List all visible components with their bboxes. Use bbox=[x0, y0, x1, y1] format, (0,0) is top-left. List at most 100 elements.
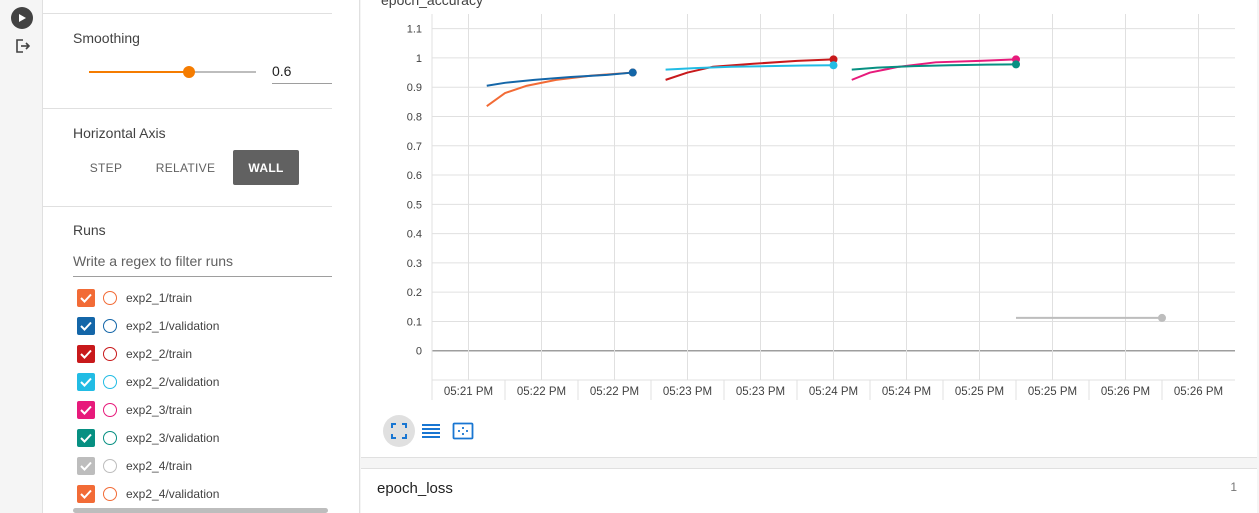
y-tick-label: 1.1 bbox=[407, 24, 422, 36]
check-icon bbox=[80, 349, 92, 359]
check-icon bbox=[80, 461, 92, 471]
check-icon bbox=[80, 377, 92, 387]
play-icon[interactable] bbox=[11, 7, 33, 29]
y-tick-label: 1 bbox=[416, 53, 422, 65]
run-label: exp2_4/train bbox=[126, 459, 193, 473]
run-label: exp2_2/train bbox=[126, 347, 193, 361]
axis-wall-button[interactable]: WALL bbox=[233, 150, 299, 185]
y-tick-label: 0.8 bbox=[407, 111, 422, 123]
series-line bbox=[851, 58, 1017, 81]
x-tick-label: 05:22 PM bbox=[590, 386, 639, 398]
epoch-accuracy-card: epoch_accuracy 1.1 1 0.9 0.8 0.7 0.6 0.5 0.4 0.3… bbox=[361, 0, 1257, 458]
run-color-radio[interactable] bbox=[103, 347, 117, 361]
run-item[interactable]: exp2_1/train bbox=[77, 288, 192, 308]
run-item[interactable]: exp2_1/validation bbox=[77, 316, 219, 336]
x-tick-label: 05:24 PM bbox=[809, 386, 858, 398]
run-item[interactable]: exp2_3/validation bbox=[77, 428, 219, 448]
run-checkbox[interactable] bbox=[77, 317, 95, 335]
y-tick-label: 0.7 bbox=[407, 141, 422, 153]
x-tick-label: 05:21 PM bbox=[444, 386, 493, 398]
y-tick-label: 0.5 bbox=[407, 199, 422, 211]
run-color-radio[interactable] bbox=[103, 375, 117, 389]
x-tick-label: 05:23 PM bbox=[663, 386, 712, 398]
run-checkbox[interactable] bbox=[77, 457, 95, 475]
runs-scrollbar[interactable] bbox=[73, 508, 328, 513]
run-checkbox[interactable] bbox=[77, 373, 95, 391]
run-color-radio[interactable] bbox=[103, 487, 117, 501]
run-item[interactable]: exp2_2/train bbox=[77, 344, 192, 364]
run-item[interactable]: exp2_3/train bbox=[77, 400, 192, 420]
run-item[interactable]: exp2_4/train bbox=[77, 456, 192, 476]
smoothing-slider[interactable] bbox=[89, 66, 256, 78]
epoch-loss-count: 1 bbox=[1230, 480, 1237, 494]
y-tick-label: 0.3 bbox=[407, 258, 422, 270]
run-checkbox[interactable] bbox=[77, 485, 95, 503]
data-table-icon[interactable] bbox=[415, 415, 447, 447]
runs-section: Runs bbox=[43, 206, 332, 513]
run-checkbox[interactable] bbox=[77, 429, 95, 447]
x-tick-label: 05:26 PM bbox=[1174, 386, 1223, 398]
accuracy-chart[interactable]: 1.1 1 0.9 0.8 0.7 0.6 0.5 0.4 0.3 0.2 0.1 0 05:21 PM… bbox=[361, 0, 1257, 410]
series-end-point bbox=[829, 61, 838, 70]
x-tick-label: 05:25 PM bbox=[1028, 386, 1077, 398]
series-end-point bbox=[1158, 313, 1166, 322]
run-item[interactable]: exp2_2/validation bbox=[77, 372, 219, 392]
x-tick-label: 05:26 PM bbox=[1101, 386, 1150, 398]
run-item[interactable]: exp2_4/validation bbox=[77, 484, 219, 504]
horizontal-axis-title: Horizontal Axis bbox=[73, 125, 166, 141]
series-line bbox=[665, 58, 834, 81]
left-rail bbox=[0, 0, 43, 513]
run-label: exp2_3/train bbox=[126, 403, 193, 417]
y-tick-label: 0.1 bbox=[407, 316, 422, 328]
chart-title: epoch_accuracy bbox=[381, 0, 483, 8]
x-tick-label: 05:25 PM bbox=[955, 386, 1004, 398]
check-icon bbox=[80, 405, 92, 415]
run-color-radio[interactable] bbox=[103, 459, 117, 473]
runs-filter-input[interactable]: Write a regex to filter runs bbox=[73, 253, 332, 277]
check-icon bbox=[80, 489, 92, 499]
horizontal-axis-section: Horizontal Axis bbox=[43, 108, 332, 206]
series-line bbox=[486, 71, 633, 87]
runs-title: Runs bbox=[73, 222, 106, 238]
run-checkbox[interactable] bbox=[77, 401, 95, 419]
smoothing-value-input[interactable]: 0.6 bbox=[272, 63, 332, 84]
series-end-point bbox=[829, 55, 838, 64]
fullscreen-icon[interactable] bbox=[383, 415, 415, 447]
check-icon bbox=[80, 321, 92, 331]
logout-icon[interactable] bbox=[11, 35, 33, 57]
run-label: exp2_4/validation bbox=[126, 487, 220, 501]
run-label: exp2_2/validation bbox=[126, 375, 220, 389]
series-line bbox=[851, 63, 1017, 71]
run-checkbox[interactable] bbox=[77, 345, 95, 363]
epoch-loss-card[interactable]: epoch_loss 1 bbox=[361, 468, 1257, 513]
run-color-radio[interactable] bbox=[103, 291, 117, 305]
epoch-loss-title: epoch_loss bbox=[377, 480, 453, 497]
x-tick-label: 05:24 PM bbox=[882, 386, 931, 398]
sidebar: Smoothing 0.6 Horizontal Axis STEP RELAT… bbox=[43, 0, 360, 513]
y-tick-label: 0.6 bbox=[407, 170, 422, 182]
run-label: exp2_1/validation bbox=[126, 319, 220, 333]
run-color-radio[interactable] bbox=[103, 319, 117, 333]
series-end-point bbox=[1012, 60, 1020, 69]
axis-relative-button[interactable]: RELATIVE bbox=[155, 160, 216, 175]
x-tick-label: 05:23 PM bbox=[736, 386, 785, 398]
smoothing-section: Smoothing 0.6 bbox=[43, 13, 332, 108]
x-tick-label: 05:22 PM bbox=[517, 386, 566, 398]
axis-step-button[interactable]: STEP bbox=[89, 160, 123, 175]
run-color-radio[interactable] bbox=[103, 403, 117, 417]
smoothing-slider-thumb[interactable] bbox=[183, 66, 196, 78]
y-tick-label: 0.2 bbox=[407, 287, 422, 299]
series-line bbox=[665, 64, 834, 71]
run-label: exp2_1/train bbox=[126, 291, 193, 305]
y-tick-label: 0 bbox=[416, 346, 422, 358]
main-panel: epoch_accuracy 1.1 1 0.9 0.8 0.7 0.6 0.5 0.4 0.3… bbox=[361, 0, 1259, 513]
run-label: exp2_3/validation bbox=[126, 431, 220, 445]
y-tick-label: 0.9 bbox=[407, 82, 422, 94]
smoothing-title: Smoothing bbox=[73, 30, 140, 46]
fit-domain-icon[interactable] bbox=[447, 415, 479, 447]
check-icon bbox=[80, 293, 92, 303]
run-color-radio[interactable] bbox=[103, 431, 117, 445]
run-checkbox[interactable] bbox=[77, 289, 95, 307]
check-icon bbox=[80, 433, 92, 443]
y-tick-label: 0.4 bbox=[407, 229, 422, 241]
